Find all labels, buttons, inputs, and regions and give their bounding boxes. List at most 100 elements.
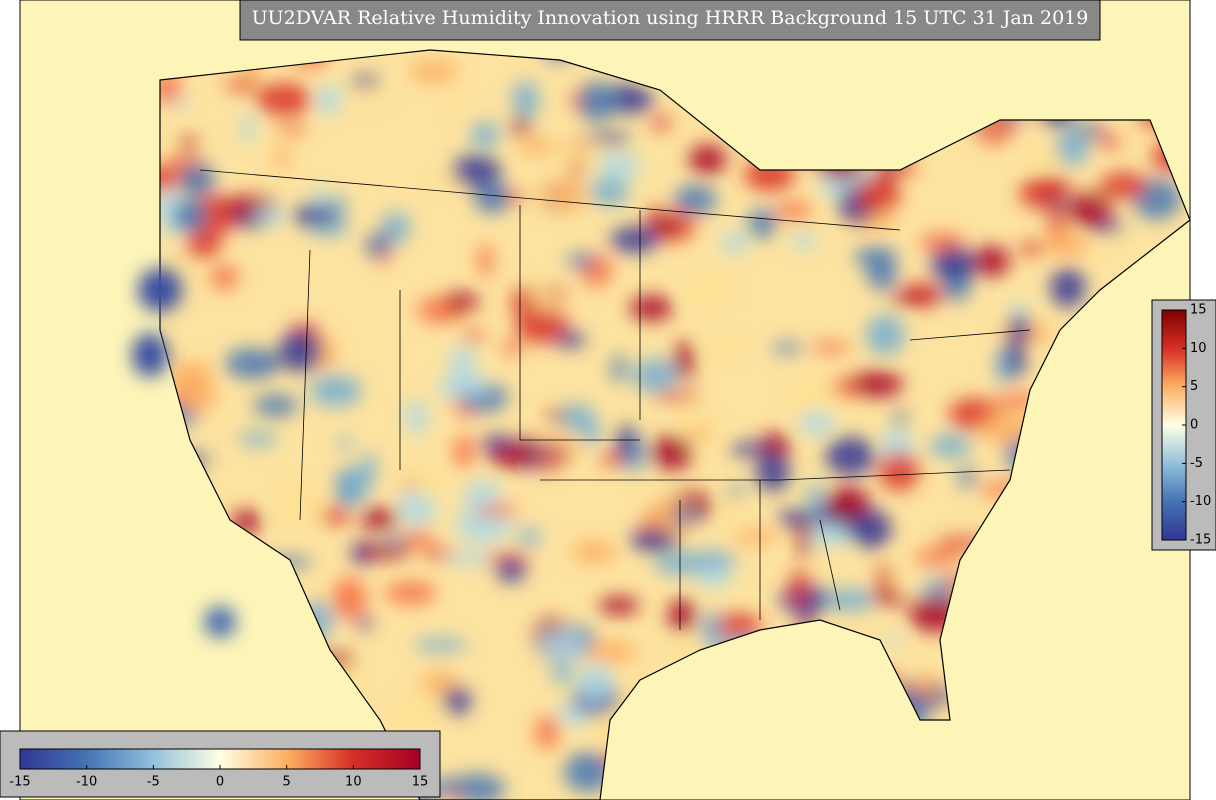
blob — [451, 154, 502, 188]
tick-label: 5 — [1190, 379, 1198, 394]
blob — [351, 76, 381, 89]
blob — [809, 524, 849, 546]
blob — [390, 694, 442, 726]
blob — [474, 504, 519, 518]
blob — [911, 675, 939, 698]
tick-label: -10 — [1190, 494, 1211, 509]
blob — [470, 121, 500, 148]
blob — [865, 314, 905, 356]
blob — [480, 242, 493, 279]
blob — [1048, 205, 1067, 243]
tick-label: 10 — [1190, 341, 1207, 356]
blob — [775, 201, 813, 220]
blob — [451, 91, 468, 122]
blob — [186, 230, 221, 258]
tick-label: 0 — [1190, 418, 1198, 433]
blob — [210, 264, 239, 290]
blob — [331, 577, 367, 620]
blob — [632, 358, 679, 393]
blob — [274, 145, 290, 171]
blob — [401, 530, 435, 548]
blob — [405, 400, 428, 435]
tick-label: 15 — [412, 775, 429, 790]
blob — [644, 218, 689, 237]
tick-label: 5 — [283, 775, 291, 790]
blob — [1055, 128, 1090, 166]
blob — [798, 411, 835, 435]
blob — [688, 144, 727, 175]
blob — [443, 292, 479, 312]
blob — [585, 640, 637, 664]
blob — [868, 590, 907, 605]
blob — [277, 123, 308, 135]
blob — [598, 152, 640, 180]
blob — [551, 660, 573, 684]
blob — [535, 715, 560, 750]
blob — [339, 466, 369, 506]
blob — [453, 435, 475, 469]
blob — [160, 166, 173, 193]
blob — [723, 500, 739, 522]
blob — [654, 391, 701, 402]
blob — [589, 177, 629, 206]
blob — [616, 424, 638, 461]
blob — [674, 185, 717, 215]
blob — [463, 331, 485, 342]
blob — [356, 90, 391, 104]
blob — [307, 221, 350, 236]
blob — [437, 375, 490, 399]
blob — [971, 245, 1011, 277]
ocean-blob — [132, 333, 168, 377]
blob — [747, 208, 778, 239]
blob — [518, 528, 541, 547]
blob — [729, 484, 742, 499]
title-box — [239, 0, 1101, 41]
title: UU2DVAR Relative Humidity Innovation usi… — [252, 7, 1089, 29]
blob — [495, 557, 527, 583]
blob — [930, 247, 977, 281]
blob — [275, 484, 323, 526]
blob — [582, 420, 601, 447]
blob — [629, 295, 674, 321]
blob — [878, 452, 920, 491]
blob — [651, 115, 671, 131]
blob — [673, 340, 695, 380]
blob — [442, 686, 472, 715]
blob — [789, 569, 809, 608]
blob — [473, 181, 512, 214]
colorbar-ticks: -15 -10 -5 0 5 10 15 — [9, 765, 428, 790]
blob — [278, 330, 322, 373]
blob — [912, 549, 963, 566]
blob — [385, 581, 437, 605]
blob — [409, 59, 458, 84]
blob — [329, 195, 348, 217]
blob — [687, 427, 712, 439]
blob — [537, 628, 584, 661]
blob — [412, 466, 444, 499]
blob — [687, 550, 737, 571]
blob — [598, 596, 640, 615]
tick-label: 15 — [1190, 303, 1207, 318]
blob — [511, 117, 531, 136]
blob — [172, 199, 207, 233]
blob — [757, 432, 791, 461]
blob — [825, 588, 874, 612]
blob — [336, 437, 353, 449]
blob — [563, 751, 613, 793]
blob — [577, 81, 617, 122]
blob — [450, 345, 476, 386]
tick-label: -15 — [1190, 533, 1211, 548]
blob — [539, 178, 587, 214]
blob — [1189, 782, 1190, 800]
blob — [554, 331, 586, 348]
blob — [605, 83, 654, 114]
blob — [178, 163, 216, 196]
tick-label: 10 — [345, 775, 362, 790]
blob — [1094, 136, 1122, 147]
tick-label: -5 — [1190, 456, 1203, 471]
colorbar-ticks: 15 10 5 0 -5 -10 -15 — [1182, 303, 1211, 548]
blob — [413, 638, 468, 652]
blob — [1098, 172, 1148, 199]
blob — [253, 394, 300, 417]
tick-label: -5 — [147, 775, 160, 790]
